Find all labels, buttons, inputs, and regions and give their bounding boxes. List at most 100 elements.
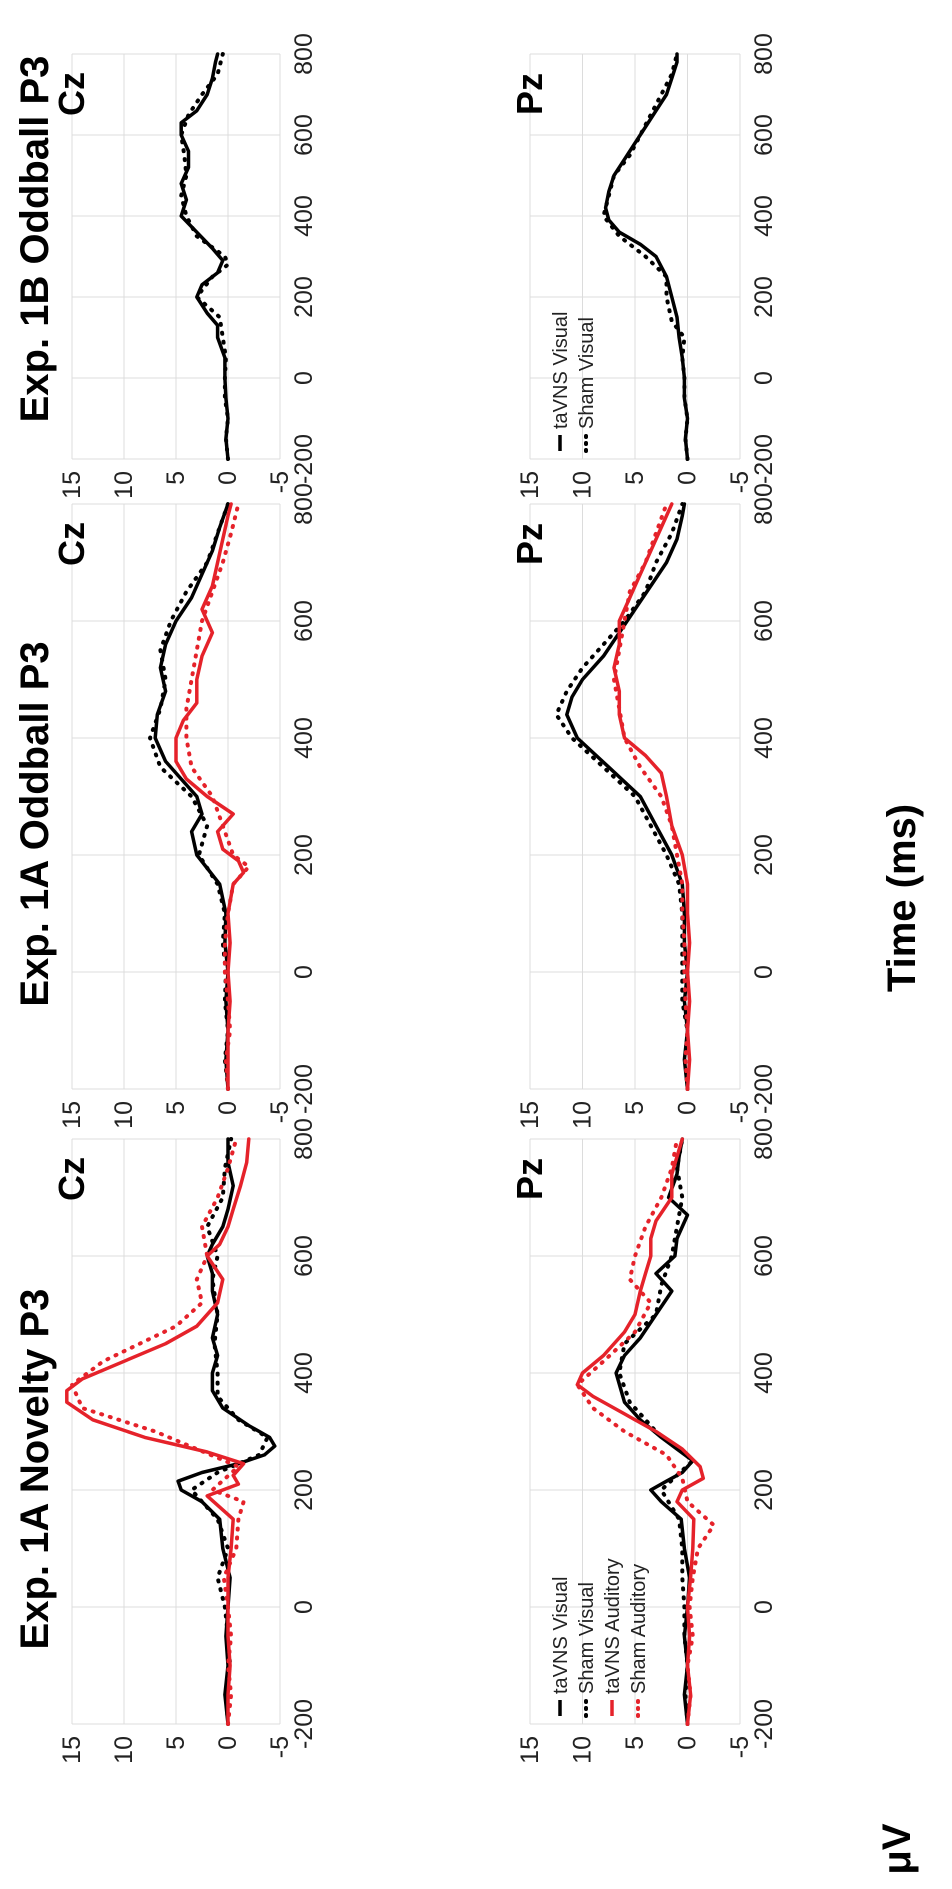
electrode-label: Pz bbox=[509, 1158, 550, 1200]
y-tick-label: 15 bbox=[516, 471, 544, 499]
x-tick-label: 0 bbox=[750, 1600, 778, 1614]
x-tick-label: 600 bbox=[750, 600, 778, 642]
legend-label: Sham Visual bbox=[576, 1582, 598, 1694]
electrode-label: Pz bbox=[509, 523, 550, 565]
y-tick-label: -5 bbox=[726, 1101, 754, 1123]
y-tick-label: -5 bbox=[726, 471, 754, 493]
x-tick-label: 400 bbox=[750, 195, 778, 237]
series-line bbox=[554, 502, 690, 1091]
x-tick-label: 0 bbox=[290, 965, 318, 979]
x-tick-label: 400 bbox=[750, 717, 778, 759]
electrode-label: Pz bbox=[509, 73, 550, 115]
x-tick-label: 600 bbox=[750, 114, 778, 156]
y-tick-label: 10 bbox=[110, 1101, 138, 1129]
y-unit-label: μV bbox=[875, 1823, 919, 1874]
y-tick-label: 10 bbox=[569, 1736, 597, 1764]
y-tick-label: 5 bbox=[621, 1736, 649, 1750]
x-tick-label: 0 bbox=[750, 371, 778, 385]
y-tick-label: 0 bbox=[674, 1101, 702, 1115]
y-tick-label: 5 bbox=[621, 471, 649, 485]
legend-label: Sham Visual bbox=[576, 317, 598, 429]
series-line bbox=[565, 502, 690, 1091]
x-tick-label: 200 bbox=[290, 1469, 318, 1511]
electrode-label: Cz bbox=[51, 1157, 92, 1201]
x-tick-label: 400 bbox=[290, 1352, 318, 1394]
x-tick-label: 0 bbox=[290, 371, 318, 385]
x-tick-label: 600 bbox=[290, 1235, 318, 1277]
y-tick-label: 15 bbox=[58, 1736, 86, 1764]
chart-panel: 15 10 5 0 -5-200 0 200 400 600 800 Pz bbox=[509, 483, 778, 1129]
y-tick-label: 0 bbox=[214, 1736, 242, 1750]
x-tick-label: 200 bbox=[750, 1469, 778, 1511]
chart-title: Exp. 1B Oddball P3 bbox=[13, 56, 57, 423]
y-tick-label: 10 bbox=[110, 471, 138, 499]
x-tick-label: 800 bbox=[750, 1118, 778, 1160]
y-tick-label: -5 bbox=[266, 471, 294, 493]
y-tick-label: -5 bbox=[266, 1736, 294, 1758]
x-tick-label: -200 bbox=[750, 434, 778, 484]
x-tick-label: 600 bbox=[290, 600, 318, 642]
legend-label: taVNS Visual bbox=[550, 1577, 572, 1694]
y-tick-label: 15 bbox=[516, 1736, 544, 1764]
x-tick-label: -200 bbox=[290, 1699, 318, 1749]
x-tick-label: -200 bbox=[290, 434, 318, 484]
x-tick-label: 800 bbox=[750, 33, 778, 75]
series-line bbox=[575, 1137, 716, 1726]
electrode-label: Cz bbox=[51, 72, 92, 116]
chart-panel: 15 10 5 0 -5-200 0 200 400 600 800 Pz taVNS Visual S… bbox=[509, 33, 778, 499]
x-tick-label: 400 bbox=[290, 717, 318, 759]
x-tick-label: 200 bbox=[290, 276, 318, 318]
series-line bbox=[184, 502, 251, 1091]
chart-panel: 15 10 5 0 -5-200 0 200 400 600 800 Cz Exp. 1A Novel… bbox=[13, 1118, 318, 1764]
series-line bbox=[148, 502, 230, 1091]
series-line bbox=[70, 1137, 246, 1726]
x-tick-label: 600 bbox=[290, 114, 318, 156]
y-tick-label: 5 bbox=[162, 471, 190, 485]
y-tick-label: 10 bbox=[110, 1736, 138, 1764]
electrode-label: Cz bbox=[51, 522, 92, 566]
series-line bbox=[612, 502, 690, 1091]
y-tick-label: 15 bbox=[516, 1101, 544, 1129]
x-tick-label: 400 bbox=[750, 1352, 778, 1394]
series-line bbox=[575, 1137, 706, 1726]
y-tick-label: 5 bbox=[621, 1101, 649, 1115]
y-tick-label: -5 bbox=[266, 1101, 294, 1123]
series-line bbox=[179, 52, 230, 461]
x-tick-label: 800 bbox=[750, 483, 778, 525]
legend-label: taVNS Visual bbox=[550, 312, 572, 429]
x-tick-label: 200 bbox=[750, 276, 778, 318]
x-tick-label: 800 bbox=[290, 1118, 318, 1160]
x-tick-label: 200 bbox=[750, 834, 778, 876]
series-line bbox=[174, 502, 246, 1091]
x-tick-label: 800 bbox=[290, 483, 318, 525]
y-tick-label: -5 bbox=[726, 1736, 754, 1758]
chart-panel: 15 10 5 0 -5-200 0 200 400 600 800 Cz Exp. 1A Oddba… bbox=[13, 483, 318, 1129]
x-tick-label: 0 bbox=[750, 965, 778, 979]
series-line bbox=[612, 502, 692, 1091]
series-line bbox=[617, 1137, 695, 1726]
legend-label: taVNS Auditory bbox=[602, 1558, 624, 1694]
x-tick-label: 200 bbox=[290, 834, 318, 876]
x-tick-label: 400 bbox=[290, 195, 318, 237]
series-line bbox=[601, 52, 690, 461]
series-line bbox=[189, 1137, 270, 1726]
y-tick-label: 0 bbox=[214, 471, 242, 485]
y-tick-label: 15 bbox=[58, 1101, 86, 1129]
x-axis-label: Time (ms) bbox=[880, 804, 924, 992]
x-tick-label: 800 bbox=[290, 33, 318, 75]
series-line bbox=[65, 1137, 251, 1726]
y-tick-label: 10 bbox=[569, 471, 597, 499]
x-tick-label: -200 bbox=[750, 1699, 778, 1749]
y-tick-label: 0 bbox=[674, 471, 702, 485]
y-tick-label: 0 bbox=[214, 1101, 242, 1115]
x-tick-label: 0 bbox=[290, 1600, 318, 1614]
y-tick-label: 0 bbox=[674, 1736, 702, 1750]
chart-title: Exp. 1A Oddball P3 bbox=[13, 641, 57, 1006]
x-tick-label: -200 bbox=[290, 1064, 318, 1114]
legend-label: Sham Auditory bbox=[628, 1564, 650, 1694]
